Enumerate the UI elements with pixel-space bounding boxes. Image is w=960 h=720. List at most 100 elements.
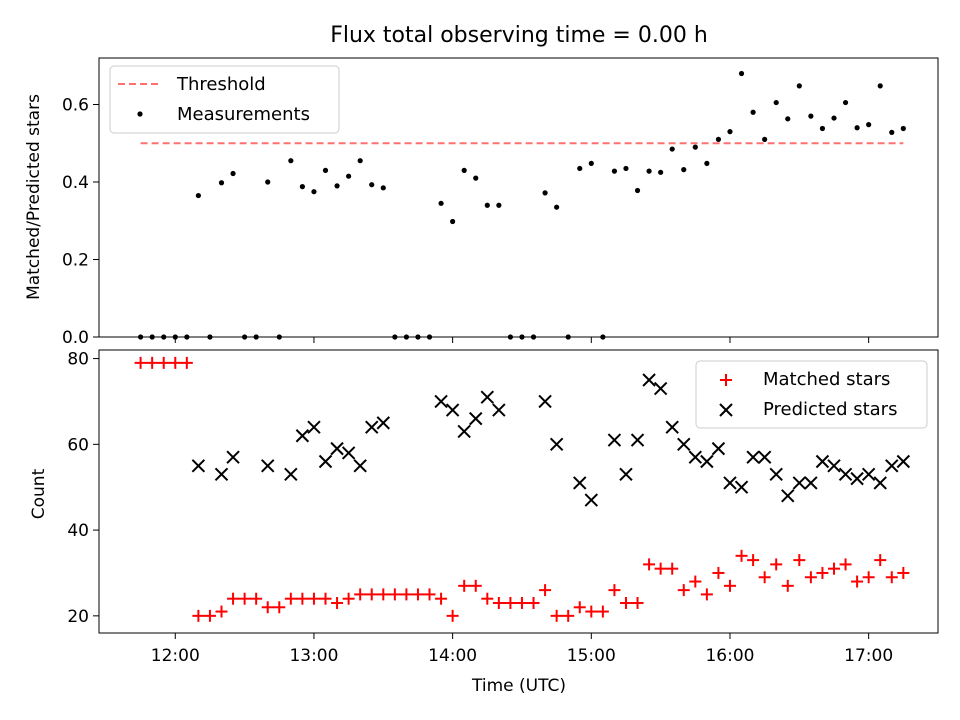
predicted-point xyxy=(307,420,321,434)
predicted-point xyxy=(353,459,367,473)
top-y-tick-label: 0.6 xyxy=(62,96,89,116)
predicted-point xyxy=(445,403,460,417)
matched-point xyxy=(423,588,436,601)
top-panel: Matched/Predicted stars 0.0 0.2 0.4 0.6 Thr… xyxy=(24,57,939,348)
matched-point xyxy=(781,579,794,592)
measurement-point xyxy=(230,170,236,177)
matched-point xyxy=(851,575,864,588)
x-axis-label: Time (UTC) xyxy=(471,676,566,696)
bottom-legend-box xyxy=(695,360,928,429)
matched-point xyxy=(319,592,332,605)
matched-point xyxy=(504,596,517,609)
matched-point xyxy=(192,609,205,622)
matched-point xyxy=(331,596,344,609)
legend-threshold-label: Threshold xyxy=(176,74,266,95)
measurement-point xyxy=(808,113,814,119)
x-tick-label: 16:00 xyxy=(705,646,754,666)
predicted-point xyxy=(549,437,564,452)
predicted-point xyxy=(734,480,749,494)
predicted-point xyxy=(688,450,703,464)
matched-point xyxy=(677,584,690,597)
measurement-point xyxy=(900,125,906,132)
legend-plus-marker xyxy=(720,374,732,386)
predicted-point xyxy=(261,459,275,473)
matched-point xyxy=(862,571,875,584)
x-tick-label: 17:00 xyxy=(844,646,893,666)
measurement-point xyxy=(554,204,560,210)
matched-point xyxy=(492,596,505,609)
matched-point xyxy=(723,579,736,592)
bottom-y-axis-label: Count xyxy=(29,468,49,519)
measurement-point xyxy=(611,168,618,174)
legend-predicted-label: Predicted stars xyxy=(763,399,897,420)
predicted-point xyxy=(434,394,448,409)
predicted-point xyxy=(584,493,599,507)
matched-point xyxy=(215,605,228,618)
measurement-point xyxy=(288,158,294,164)
matched-point xyxy=(134,356,147,369)
measurement-point xyxy=(854,125,860,131)
measurement-point xyxy=(634,187,641,194)
measurement-point xyxy=(588,160,594,166)
legend-measurements-swatch xyxy=(137,111,143,117)
matched-point xyxy=(296,592,309,605)
measurement-point xyxy=(866,122,872,128)
matched-point xyxy=(469,579,482,592)
matched-point xyxy=(400,588,413,601)
measurement-point xyxy=(542,190,548,196)
x-tick-label: 12:00 xyxy=(151,646,200,666)
measurement-point xyxy=(738,70,745,77)
measurement-point xyxy=(785,116,791,122)
measurement-point xyxy=(334,183,340,189)
matched-point xyxy=(180,356,193,369)
bottom-y-ticks: 20 40 60 80 xyxy=(67,350,99,627)
legend-matched-label: Matched stars xyxy=(763,369,890,390)
predicted-point xyxy=(769,467,783,482)
predicted-point xyxy=(457,424,471,439)
predicted-point xyxy=(341,446,356,460)
measurement-point xyxy=(727,129,733,135)
legend-cross-marker xyxy=(719,403,733,417)
measurement-point xyxy=(669,146,675,152)
matched-point xyxy=(169,356,182,369)
bottom-y-tick-label: 60 xyxy=(67,435,89,455)
matched-point xyxy=(793,554,806,567)
predicted-point xyxy=(191,459,206,473)
matched-point xyxy=(227,592,240,605)
matched-point xyxy=(874,554,887,567)
measurement-point xyxy=(842,99,849,106)
matched-point xyxy=(527,596,540,609)
measurement-point xyxy=(646,168,652,174)
predicted-point xyxy=(677,437,691,452)
predicted-point xyxy=(376,416,390,430)
matched-point xyxy=(284,592,297,605)
matched-point xyxy=(411,588,424,601)
measurement-point xyxy=(438,200,444,206)
measurement-point xyxy=(762,136,768,142)
top-legend-box xyxy=(109,65,340,134)
matched-point xyxy=(261,601,274,614)
matched-point xyxy=(365,588,378,601)
predicted-point xyxy=(226,450,240,464)
measurement-point xyxy=(750,109,756,115)
matched-point xyxy=(458,579,471,592)
top-y-tick-label: 0.0 xyxy=(62,328,89,348)
top-y-tick-label: 0.4 xyxy=(62,173,89,193)
predicted-point xyxy=(469,411,483,426)
matched-point xyxy=(816,566,829,579)
predicted-point xyxy=(896,454,911,469)
measurement-point xyxy=(704,160,710,166)
measurement-point xyxy=(496,202,502,208)
bottom-x-ticks: 12:00 13:00 14:00 15:00 16:00 17:00 xyxy=(151,633,893,666)
predicted-point xyxy=(746,450,760,464)
bottom-y-tick-label: 40 xyxy=(67,521,89,541)
measurement-point xyxy=(796,83,802,89)
legend-predicted-swatch xyxy=(719,403,733,417)
predicted-point xyxy=(723,476,737,490)
predicted-point xyxy=(284,467,298,482)
bottom-panel: Count Time (UTC) 20 40 60 80 12:00 13:00 14:0… xyxy=(29,349,939,696)
predicted-point xyxy=(665,420,679,434)
matched-point xyxy=(354,588,367,601)
matched-point xyxy=(654,562,667,575)
